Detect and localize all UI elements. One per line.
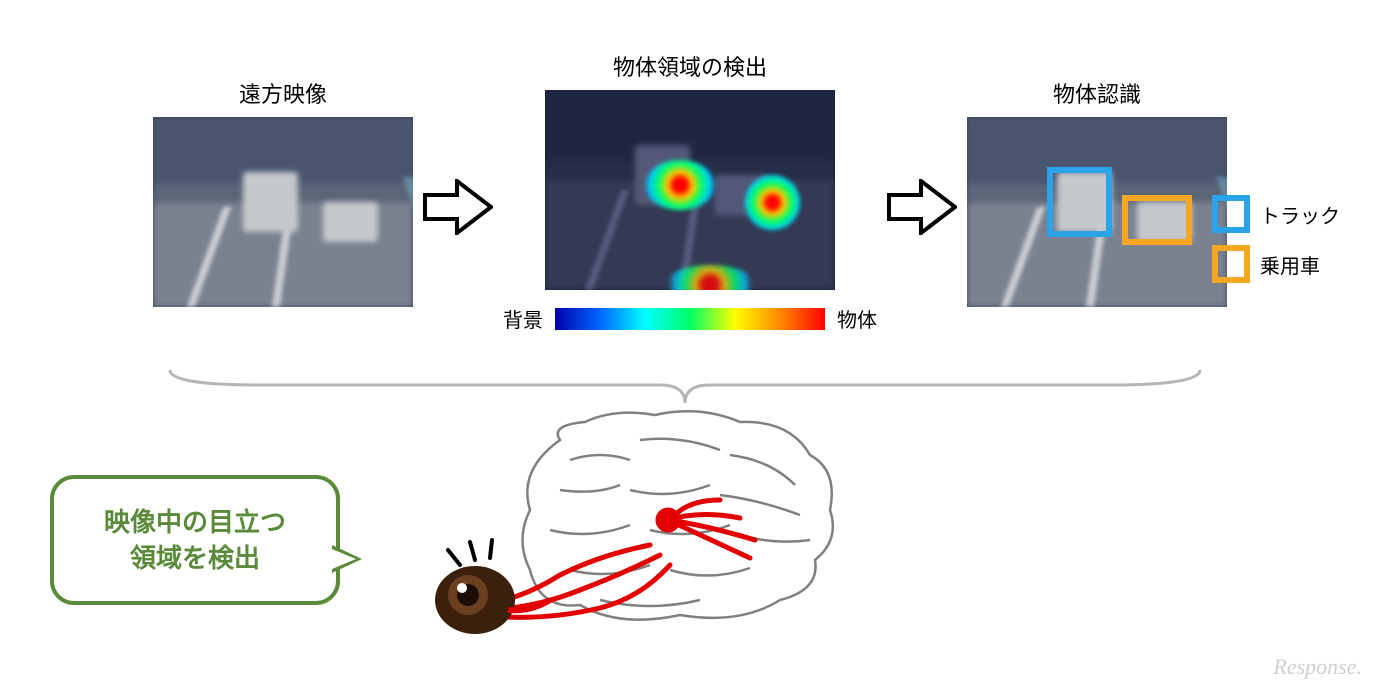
detection-box-car (1122, 195, 1192, 245)
colorbar: 背景 物体 (503, 304, 877, 333)
colorbar-gradient (555, 308, 825, 330)
legend-item-truck: トラック (1212, 195, 1340, 233)
speech-line1: 映像中の目立つ (104, 507, 286, 537)
legend-label: トラック (1260, 200, 1340, 229)
heatmap-spot (645, 160, 715, 210)
panel2-image (545, 90, 835, 290)
pipeline-row: 遠方映像 物体領域の検出 背景 (0, 0, 1380, 333)
panel2-title: 物体領域の検出 (613, 50, 767, 82)
speech-line2: 領域を検出 (130, 543, 260, 573)
brain-eye-illustration (420, 400, 850, 660)
legend-swatch (1212, 195, 1250, 233)
legend-swatch (1212, 245, 1250, 283)
arrow-icon (887, 177, 957, 237)
colorbar-right-label: 物体 (837, 304, 877, 333)
grouping-brace (160, 365, 1210, 405)
speech-text: 映像中の目立つ 領域を検出 (104, 504, 286, 577)
colorbar-left-label: 背景 (503, 304, 543, 333)
panel1-image (153, 117, 413, 307)
legend-label: 乗用車 (1260, 250, 1320, 279)
speech-bubble: 映像中の目立つ 領域を検出 (50, 475, 340, 605)
vehicle-truck (243, 172, 298, 232)
watermark: Response. (1273, 654, 1362, 680)
detection-box-truck (1047, 167, 1112, 237)
legend: トラック 乗用車 (1212, 195, 1340, 283)
arrow-icon (423, 177, 493, 237)
heatmap-spot (745, 175, 800, 230)
vehicle-car (323, 202, 378, 242)
legend-item-car: 乗用車 (1212, 245, 1340, 283)
panel-region-detection: 物体領域の検出 背景 物体 (503, 50, 877, 333)
speech-tail-icon (332, 545, 362, 573)
panel-distant-image: 遠方映像 (153, 77, 413, 307)
panel3-image (967, 117, 1227, 307)
panel3-title: 物体認識 (1053, 77, 1141, 109)
panel-object-recognition: 物体認識 (967, 77, 1227, 307)
panel1-title: 遠方映像 (239, 77, 327, 109)
